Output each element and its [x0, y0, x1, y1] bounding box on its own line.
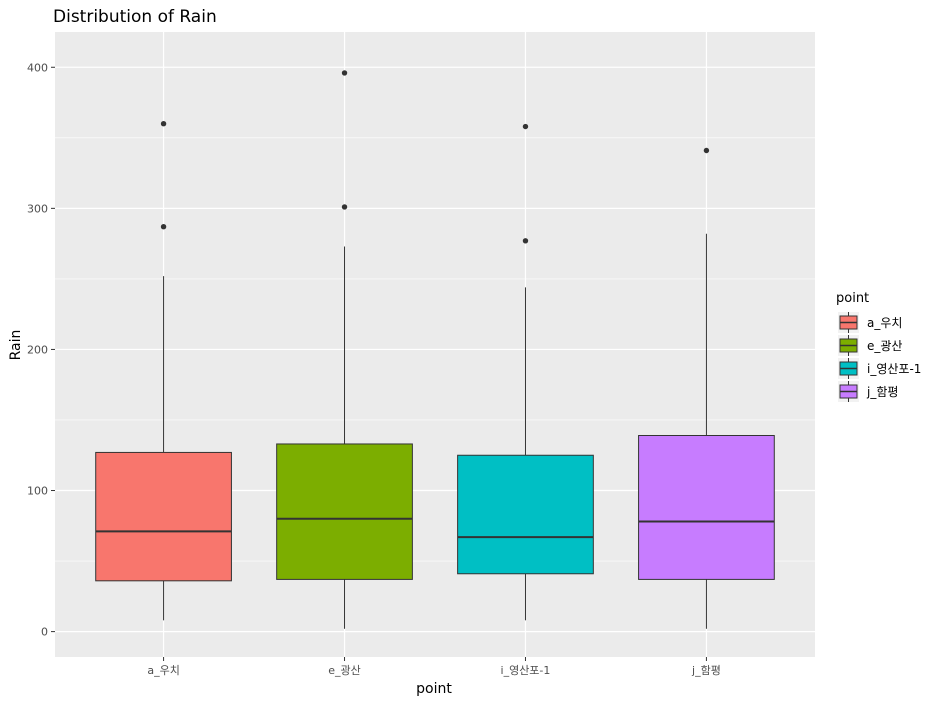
outlier-point — [160, 223, 167, 230]
x-tick-label: a_우치 — [147, 664, 179, 677]
legend-item: j_함평 — [838, 381, 898, 402]
legend-label: i_영산포-1 — [867, 362, 921, 376]
box-group — [95, 121, 232, 621]
box-group — [638, 147, 775, 629]
y-tick-label: 0 — [41, 626, 48, 639]
legend-title: point — [836, 291, 869, 306]
outlier-point — [160, 121, 167, 127]
x-tick-label: i_영산포-1 — [501, 664, 551, 677]
legend-item: e_광산 — [838, 335, 902, 356]
y-tick-label: 200 — [27, 343, 48, 356]
box — [638, 434, 775, 580]
legend: point a_우치 e_광산 i_영산포-1 j_함평 — [836, 291, 921, 402]
legend-item: i_영산포-1 — [838, 358, 921, 379]
box — [457, 454, 594, 575]
x-axis: a_우치 e_광산 i_영산포-1 j_함평 — [147, 657, 721, 677]
outlier-point — [522, 238, 529, 244]
y-axis: 0 100 200 300 400 — [27, 61, 55, 639]
x-tick-label: j_함평 — [691, 664, 721, 677]
legend-label: a_우치 — [867, 316, 902, 330]
legend-label: e_광산 — [867, 339, 902, 353]
outlier-point — [703, 147, 710, 154]
y-tick-label: 400 — [27, 61, 48, 74]
box-group — [457, 123, 594, 621]
outlier-point — [522, 123, 529, 130]
x-axis-title: point — [416, 681, 452, 697]
chart-title: Distribution of Rain — [53, 7, 217, 27]
x-tick-label: e_광산 — [328, 664, 361, 677]
outlier-point — [341, 70, 348, 76]
y-tick-label: 100 — [27, 485, 48, 498]
y-axis-title: Rain — [8, 330, 24, 361]
outlier-point — [341, 204, 348, 210]
box-group — [276, 70, 413, 629]
box — [95, 451, 232, 582]
legend-label: j_함평 — [866, 385, 898, 399]
legend-item: a_우치 — [838, 312, 902, 333]
boxes — [95, 70, 775, 629]
y-tick-label: 300 — [27, 202, 48, 215]
box — [276, 443, 413, 580]
